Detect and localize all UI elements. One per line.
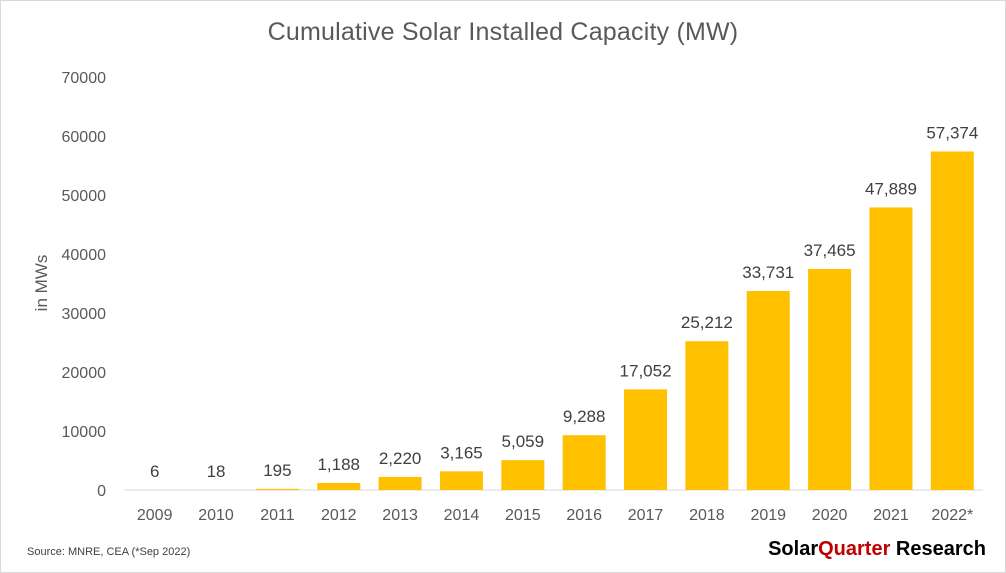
data-label: 3,165 <box>440 443 483 462</box>
bar <box>378 476 422 490</box>
x-tick-label: 2017 <box>628 507 664 524</box>
brand-part-quarter: Quarter <box>818 538 891 560</box>
bar <box>930 151 974 490</box>
y-axis-label: in MWs <box>32 255 51 312</box>
data-label: 1,188 <box>317 455 360 474</box>
y-tick-label: 50000 <box>62 188 107 205</box>
x-tick-label: 2013 <box>382 507 418 524</box>
data-label: 18 <box>207 462 226 481</box>
bar <box>562 435 606 490</box>
bar <box>501 460 545 490</box>
y-tick-label: 20000 <box>62 365 107 382</box>
x-tick-label: 2010 <box>198 507 234 524</box>
bar <box>255 488 299 490</box>
data-labels: 6 18 195 1,188 2,220 3,165 5,059 9,288 17,052 25,… <box>150 123 978 480</box>
data-label: 2,220 <box>379 449 422 468</box>
bar <box>808 268 852 490</box>
bar <box>624 389 668 490</box>
brand-part-solar: Solar <box>768 538 819 560</box>
x-tick-label: 2018 <box>689 507 725 524</box>
data-label: 17,052 <box>620 361 672 380</box>
x-tick-label: 2014 <box>444 507 480 524</box>
bar <box>746 290 790 490</box>
data-label: 37,465 <box>804 241 856 260</box>
bars <box>133 151 974 490</box>
data-label: 6 <box>150 462 159 481</box>
data-label: 57,374 <box>926 123 978 142</box>
y-tick-label: 30000 <box>62 306 107 323</box>
x-tick-label: 2011 <box>260 507 295 524</box>
brand-logo-text: SolarQuarter Research <box>768 538 986 561</box>
chart-title: Cumulative Solar Installed Capacity (MW) <box>267 18 739 46</box>
x-axis-ticks: 2009 2010 2011 2012 2013 2014 2015 2016 2017 2018… <box>137 507 973 524</box>
bar <box>685 341 729 490</box>
data-label: 33,731 <box>742 263 794 282</box>
y-tick-label: 70000 <box>62 70 107 87</box>
data-label: 47,889 <box>865 179 917 198</box>
data-label: 25,212 <box>681 313 733 332</box>
x-tick-label: 2020 <box>812 507 848 524</box>
bar <box>869 207 913 490</box>
source-note: Source: MNRE, CEA (*Sep 2022) <box>27 546 191 558</box>
y-tick-label: 40000 <box>62 247 107 264</box>
brand-part-research: Research <box>890 538 986 560</box>
data-label: 5,059 <box>502 432 545 451</box>
y-tick-label: 0 <box>97 483 106 500</box>
y-axis-label-group: in MWs <box>32 255 51 312</box>
x-tick-label: 2021 <box>873 507 909 524</box>
data-label: 9,288 <box>563 407 606 426</box>
data-label: 195 <box>263 461 291 480</box>
y-tick-label: 10000 <box>62 424 107 441</box>
x-tick-label: 2016 <box>566 507 602 524</box>
x-tick-label: 2015 <box>505 507 541 524</box>
y-axis-ticks: 0 10000 20000 30000 40000 50000 60000 70000 <box>62 70 107 500</box>
y-tick-label: 60000 <box>62 129 107 146</box>
x-tick-label: 2009 <box>137 507 173 524</box>
x-tick-label: 2012 <box>321 507 357 524</box>
bar <box>439 471 483 490</box>
bar <box>317 482 361 490</box>
x-tick-label: 2019 <box>750 507 786 524</box>
x-tick-label: 2022* <box>931 507 973 524</box>
